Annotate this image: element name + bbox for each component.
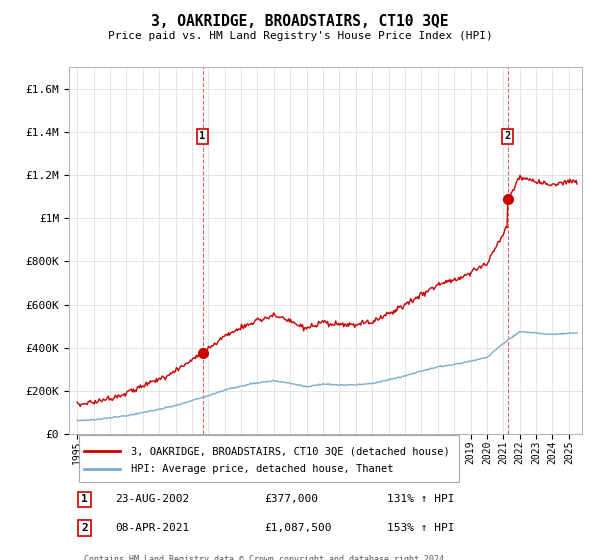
Text: £1,087,500: £1,087,500 [264, 523, 331, 533]
Text: 23-AUG-2002: 23-AUG-2002 [115, 494, 190, 505]
Text: Price paid vs. HM Land Registry's House Price Index (HPI): Price paid vs. HM Land Registry's House … [107, 31, 493, 41]
Text: 3, OAKRIDGE, BROADSTAIRS, CT10 3QE: 3, OAKRIDGE, BROADSTAIRS, CT10 3QE [151, 14, 449, 29]
Text: 3, OAKRIDGE, BROADSTAIRS, CT10 3QE (detached house): 3, OAKRIDGE, BROADSTAIRS, CT10 3QE (deta… [131, 446, 449, 456]
Text: HPI: Average price, detached house, Thanet: HPI: Average price, detached house, Than… [131, 464, 393, 474]
Text: Contains HM Land Registry data © Crown copyright and database right 2024.
This d: Contains HM Land Registry data © Crown c… [85, 554, 449, 560]
Text: 1: 1 [81, 494, 88, 505]
Text: 08-APR-2021: 08-APR-2021 [115, 523, 190, 533]
Text: 2: 2 [81, 523, 88, 533]
Text: 131% ↑ HPI: 131% ↑ HPI [387, 494, 455, 505]
Text: £377,000: £377,000 [264, 494, 318, 505]
Text: 153% ↑ HPI: 153% ↑ HPI [387, 523, 455, 533]
Text: 1: 1 [199, 131, 206, 141]
Text: 2: 2 [505, 131, 511, 141]
